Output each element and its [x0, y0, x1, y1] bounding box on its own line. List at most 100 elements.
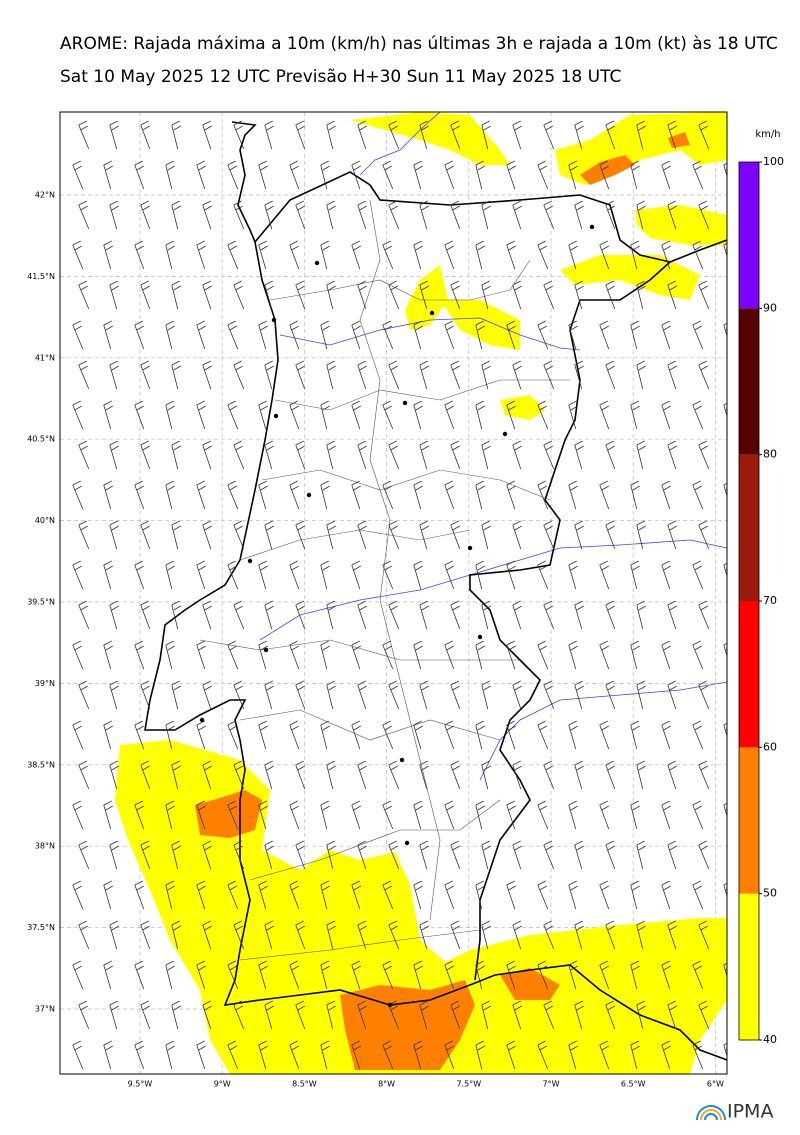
- wind-barb: [512, 920, 522, 950]
- wind-barb: [543, 200, 555, 230]
- wind-barb: [419, 1000, 429, 1030]
- wind-barb: [165, 640, 175, 670]
- wind-barb: [698, 760, 710, 790]
- wind-barb: [258, 240, 268, 270]
- wind-barb: [475, 720, 485, 750]
- wind-barb: [388, 840, 400, 870]
- wind-barb: [357, 280, 367, 310]
- wind-barb: [413, 960, 423, 990]
- wind-barb: [506, 880, 516, 910]
- wind-barb: [698, 520, 710, 550]
- wind-barb: [382, 160, 394, 190]
- wind-barb: [413, 1040, 423, 1070]
- wind-barb: [512, 520, 522, 550]
- wind-barb: [599, 400, 610, 430]
- wind-barb: [264, 680, 274, 710]
- wind-barb: [475, 1040, 485, 1070]
- wind-barb: [357, 120, 367, 150]
- wind-barb: [692, 960, 704, 990]
- wind-barb: [605, 360, 616, 390]
- wind-barb: [357, 440, 367, 470]
- wind-barb: [419, 600, 429, 630]
- wind-barb: [599, 320, 610, 350]
- wind-barb: [630, 720, 640, 750]
- wind-barb: [320, 320, 330, 350]
- wind-barb: [419, 440, 429, 470]
- wind-barb: [450, 920, 461, 950]
- wind-barb: [543, 120, 555, 150]
- wind-barb: [196, 560, 206, 590]
- wind-barb: [692, 880, 704, 910]
- lon-label: 7°W: [543, 1080, 560, 1089]
- wind-barb: [264, 600, 274, 630]
- wind-barb: [109, 680, 119, 710]
- wind-barb: [636, 1000, 646, 1030]
- wind-barb: [730, 841, 739, 869]
- wind-barb: [320, 240, 330, 270]
- wind-barb: [450, 1000, 461, 1030]
- wind-barb: [599, 640, 610, 670]
- wind-barb: [413, 320, 423, 350]
- wind-barb: [72, 320, 84, 350]
- wind-barb: [78, 600, 90, 630]
- wind-barb: [568, 1040, 578, 1070]
- wind-barb: [289, 880, 300, 910]
- wind-barb: [78, 1000, 90, 1030]
- wind-barb: [382, 240, 394, 270]
- wind-barb: [295, 680, 306, 710]
- wind-barb: [661, 960, 671, 990]
- colorbar-segment: [739, 162, 759, 309]
- lon-label: 7.5°W: [456, 1080, 481, 1089]
- wind-barb: [72, 400, 84, 430]
- wind-barb: [636, 920, 646, 950]
- wind-barb: [171, 840, 181, 870]
- wind-barb: [264, 840, 274, 870]
- lon-label: 6°W: [707, 1080, 724, 1089]
- wind-barb: [630, 160, 640, 190]
- wind-barb: [630, 400, 640, 430]
- wind-barb: [723, 402, 727, 418]
- lat-label: 39.5°N: [27, 598, 55, 607]
- wind-barb: [444, 240, 455, 270]
- wind-barb: [264, 1000, 274, 1030]
- wind-barb: [140, 680, 151, 710]
- wind-barb: [543, 680, 555, 710]
- wind-barb: [140, 520, 151, 550]
- wind-barb: [413, 480, 423, 510]
- wind-barb: [382, 880, 394, 910]
- wind-barb: [72, 720, 84, 750]
- wind-barb: [730, 681, 739, 709]
- wind-barb: [72, 160, 84, 190]
- wind-barb: [171, 760, 181, 790]
- wind-barb: [388, 440, 400, 470]
- wind-barb: [636, 680, 646, 710]
- wind-barb: [574, 760, 584, 790]
- colorbar-segment: [739, 454, 759, 601]
- wind-barb: [568, 560, 578, 590]
- colorbar-segment: [739, 308, 759, 455]
- wind-barb: [537, 560, 549, 590]
- wind-barb: [72, 560, 84, 590]
- wind-barb: [599, 880, 610, 910]
- wind-barb: [661, 320, 671, 350]
- wind-barb: [574, 360, 584, 390]
- wind-barb: [537, 400, 549, 430]
- wind-barb: [289, 240, 300, 270]
- wind-barb: [419, 360, 429, 390]
- wind-barb: [227, 640, 239, 670]
- wind-barb: [202, 360, 212, 390]
- wind-barb: [667, 280, 677, 310]
- colorbar-segment: [739, 747, 759, 894]
- wind-barb: [636, 200, 646, 230]
- lon-label: 9°W: [214, 1080, 231, 1089]
- wind-barb: [295, 200, 306, 230]
- wind-barb: [289, 480, 300, 510]
- wind-barb: [227, 800, 239, 830]
- wind-barb: [78, 920, 90, 950]
- wind-barb: [357, 760, 367, 790]
- wind-barb: [667, 1000, 677, 1030]
- wind-barb: [574, 440, 584, 470]
- wind-barb: [661, 480, 671, 510]
- wind-barb: [605, 840, 616, 870]
- wind-barb: [512, 1000, 522, 1030]
